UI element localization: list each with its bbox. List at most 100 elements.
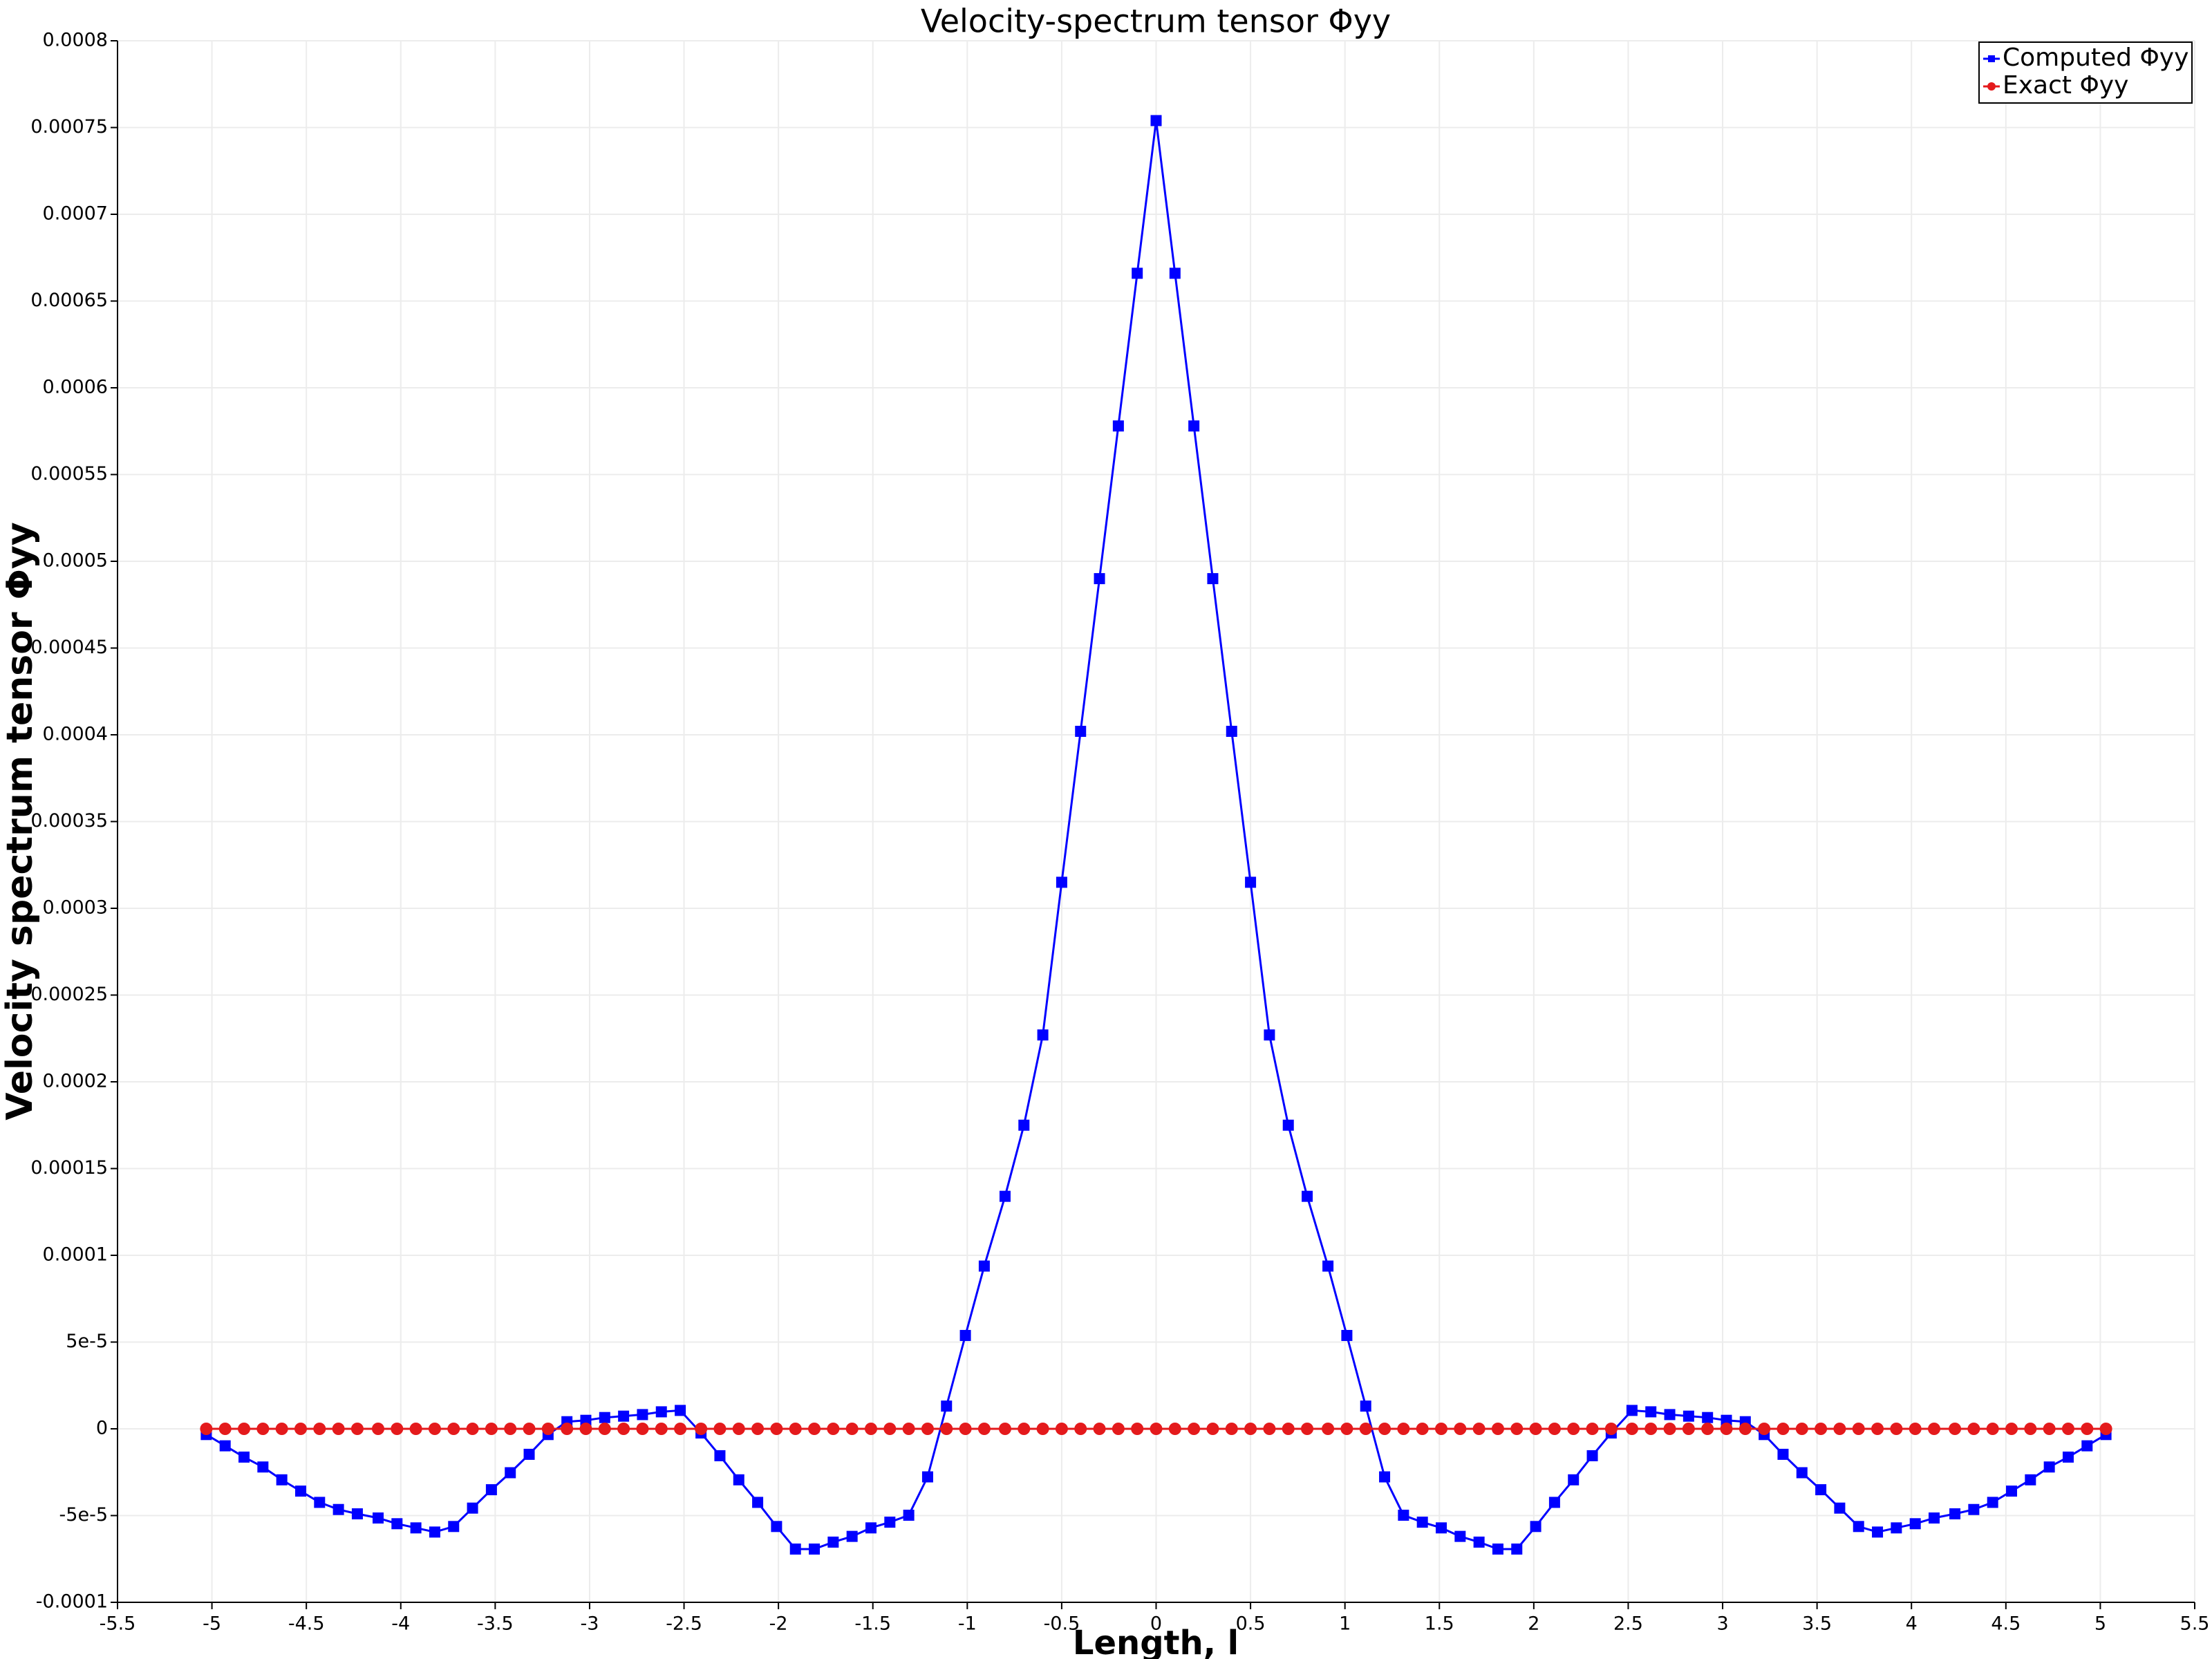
marker xyxy=(1909,1518,1921,1530)
y-tick-label: 0.0008 xyxy=(43,30,108,51)
x-tick-label: 0 xyxy=(1150,1613,1162,1635)
marker xyxy=(2043,1423,2056,1435)
marker xyxy=(485,1484,497,1496)
marker xyxy=(617,1423,630,1435)
marker xyxy=(1359,1423,1372,1435)
marker xyxy=(447,1423,460,1435)
marker xyxy=(2024,1423,2037,1435)
legend-marker xyxy=(1988,55,1995,62)
marker xyxy=(1929,1512,1940,1524)
marker xyxy=(1244,1423,1257,1435)
marker xyxy=(1664,1409,1676,1421)
marker xyxy=(1987,1497,1998,1508)
marker xyxy=(959,1329,971,1341)
marker xyxy=(485,1423,498,1435)
marker xyxy=(598,1423,611,1435)
marker xyxy=(1397,1423,1410,1435)
chart-title: Velocity-spectrum tensor Φyy xyxy=(921,3,1391,40)
y-tick-label: 0.00035 xyxy=(30,810,108,832)
marker xyxy=(1454,1423,1467,1435)
marker xyxy=(733,1474,744,1485)
marker xyxy=(655,1406,667,1418)
marker xyxy=(636,1423,649,1435)
marker xyxy=(1245,877,1257,888)
marker xyxy=(276,1474,288,1485)
y-axis-label: Velocity spectrum tensor Φyy xyxy=(0,522,41,1120)
marker xyxy=(1890,1423,1903,1435)
marker xyxy=(789,1423,802,1435)
marker xyxy=(864,1423,877,1435)
marker xyxy=(1586,1450,1598,1461)
y-tick-label: -5e-5 xyxy=(59,1504,108,1526)
marker xyxy=(1663,1423,1676,1435)
marker xyxy=(1018,1423,1031,1435)
x-tick-label: -5.5 xyxy=(100,1613,136,1635)
y-tick-label: -0.0001 xyxy=(36,1591,108,1613)
y-tick-label: 0.0004 xyxy=(43,724,108,745)
marker xyxy=(1094,573,1105,585)
marker xyxy=(1567,1423,1580,1435)
marker xyxy=(1150,1423,1163,1435)
marker xyxy=(467,1502,478,1514)
x-tick-label: 0.5 xyxy=(1236,1613,1266,1635)
marker xyxy=(998,1423,1011,1435)
marker xyxy=(1112,1423,1125,1435)
marker xyxy=(580,1414,592,1426)
marker xyxy=(2062,1451,2074,1463)
marker xyxy=(1360,1400,1371,1412)
marker xyxy=(1055,1423,1068,1435)
marker xyxy=(294,1485,306,1497)
marker xyxy=(1454,1530,1466,1542)
marker xyxy=(770,1423,783,1435)
marker xyxy=(541,1423,554,1435)
marker xyxy=(1548,1497,1560,1508)
marker xyxy=(674,1423,687,1435)
x-tick-label: 1.5 xyxy=(1425,1613,1454,1635)
y-tick-label: 0.00015 xyxy=(30,1157,108,1179)
marker xyxy=(1682,1423,1695,1435)
marker xyxy=(1872,1526,1884,1538)
y-tick-label: 0.00075 xyxy=(30,116,108,138)
marker xyxy=(732,1423,745,1435)
marker xyxy=(713,1423,727,1435)
marker xyxy=(391,1518,403,1530)
marker xyxy=(1967,1423,1980,1435)
marker xyxy=(655,1423,668,1435)
marker xyxy=(275,1423,288,1435)
x-tick-label: -2 xyxy=(769,1613,788,1635)
marker xyxy=(1852,1423,1865,1435)
marker xyxy=(771,1521,782,1533)
x-tick-label: 2 xyxy=(1528,1613,1539,1635)
marker xyxy=(579,1423,592,1435)
marker xyxy=(1492,1543,1503,1555)
marker xyxy=(1168,1423,1181,1435)
marker xyxy=(827,1536,839,1548)
marker xyxy=(1644,1423,1658,1435)
marker xyxy=(1150,115,1162,126)
marker xyxy=(903,1509,915,1521)
marker xyxy=(1871,1423,1884,1435)
marker xyxy=(808,1423,821,1435)
marker xyxy=(1037,1029,1049,1041)
marker xyxy=(200,1423,213,1435)
marker xyxy=(921,1423,934,1435)
marker xyxy=(2081,1440,2093,1452)
marker xyxy=(1075,725,1087,737)
marker xyxy=(1758,1423,1771,1435)
marker xyxy=(218,1423,232,1435)
marker xyxy=(2081,1423,2094,1435)
x-tick-label: -5 xyxy=(203,1613,221,1635)
marker xyxy=(523,1423,536,1435)
marker xyxy=(1379,1471,1391,1483)
y-tick-label: 0.0006 xyxy=(43,377,108,398)
marker xyxy=(1206,1423,1219,1435)
marker xyxy=(1322,1260,1334,1272)
y-tick-label: 0.00055 xyxy=(30,463,108,485)
marker xyxy=(1986,1423,1999,1435)
marker xyxy=(1891,1522,1902,1534)
marker xyxy=(504,1423,517,1435)
marker xyxy=(752,1497,764,1508)
marker xyxy=(1112,420,1124,432)
marker xyxy=(1416,1517,1428,1528)
